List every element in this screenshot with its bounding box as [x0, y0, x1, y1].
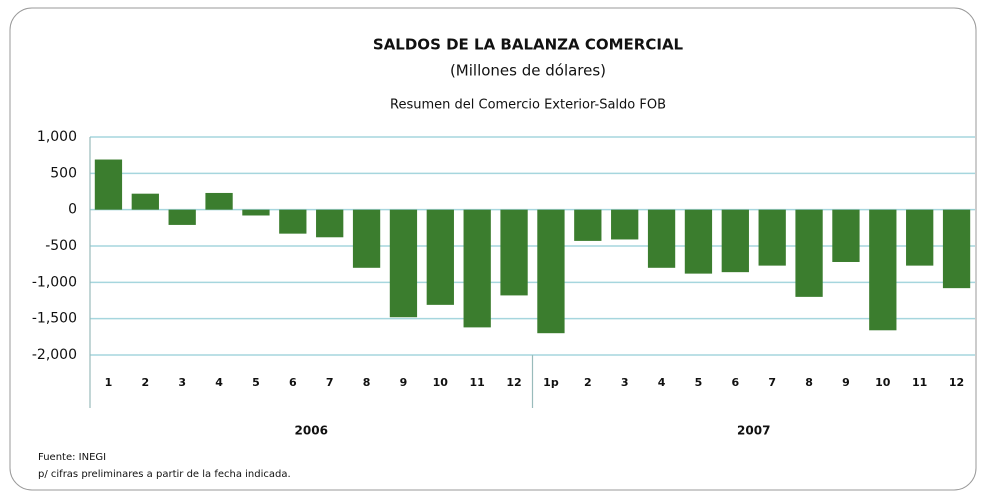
x-tick-label: 5 [695, 376, 703, 389]
x-tick-label: 4 [215, 376, 223, 389]
bar [389, 209, 418, 318]
year-label: 2007 [737, 424, 770, 438]
bar [316, 209, 344, 238]
bar [242, 209, 270, 216]
note: p/ cifras preliminares a partir de la fe… [38, 469, 291, 480]
x-tick-label: 2 [584, 376, 592, 389]
bar [684, 209, 713, 274]
x-tick-label: 8 [363, 376, 371, 389]
x-tick-label: 12 [949, 376, 964, 389]
bar [279, 209, 307, 234]
bar [426, 209, 454, 305]
year-label: 2006 [295, 424, 328, 438]
x-tick-label: 12 [506, 376, 521, 389]
bar [205, 192, 233, 210]
bar [721, 209, 749, 273]
bar [832, 209, 860, 262]
chart-subtitle: (Millones de dólares) [450, 62, 606, 80]
x-tick-label: 6 [731, 376, 739, 389]
y-tick-label: -2,000 [32, 347, 77, 363]
x-tick-label: 8 [805, 376, 813, 389]
y-tick-label: -1,500 [32, 311, 77, 327]
x-tick-label: 10 [433, 376, 449, 389]
bar [758, 209, 786, 266]
bar [611, 209, 639, 240]
x-tick-label: 7 [326, 376, 334, 389]
y-tick-label: -1,000 [32, 274, 77, 290]
bar [906, 209, 934, 266]
x-tick-label: 9 [400, 376, 408, 389]
x-tick-label: 5 [252, 376, 260, 389]
y-tick-label: 0 [68, 202, 77, 218]
x-tick-label: 2 [141, 376, 149, 389]
bar [94, 159, 123, 210]
bar [537, 209, 565, 334]
x-tick-label: 11 [470, 376, 485, 389]
bar [869, 209, 897, 331]
bar [647, 209, 676, 268]
y-tick-label: 1,000 [37, 129, 77, 145]
x-tick-label: 6 [289, 376, 297, 389]
x-tick-label: 1p [543, 376, 559, 389]
y-tick-label: 500 [50, 165, 77, 181]
bar [795, 209, 823, 297]
bar [574, 209, 602, 241]
y-tick-label: -500 [45, 238, 77, 254]
panel [9, 7, 977, 491]
bar [168, 209, 196, 225]
x-tick-label: 4 [658, 376, 666, 389]
bar [352, 209, 381, 268]
x-tick-label: 3 [621, 376, 629, 389]
x-tick-label: 11 [912, 376, 927, 389]
x-tick-label: 10 [875, 376, 891, 389]
chart-title: SALDOS DE LA BALANZA COMERCIAL [373, 36, 684, 54]
x-tick-label: 3 [178, 376, 186, 389]
chart-description: Resumen del Comercio Exterior-Saldo FOB [390, 98, 666, 113]
bar [500, 209, 528, 296]
bar [942, 209, 971, 289]
bar [463, 209, 491, 328]
bar [131, 193, 159, 210]
source: Fuente: INEGI [38, 452, 106, 463]
x-tick-label: 1 [105, 376, 113, 389]
x-tick-label: 7 [768, 376, 776, 389]
x-tick-label: 9 [842, 376, 850, 389]
